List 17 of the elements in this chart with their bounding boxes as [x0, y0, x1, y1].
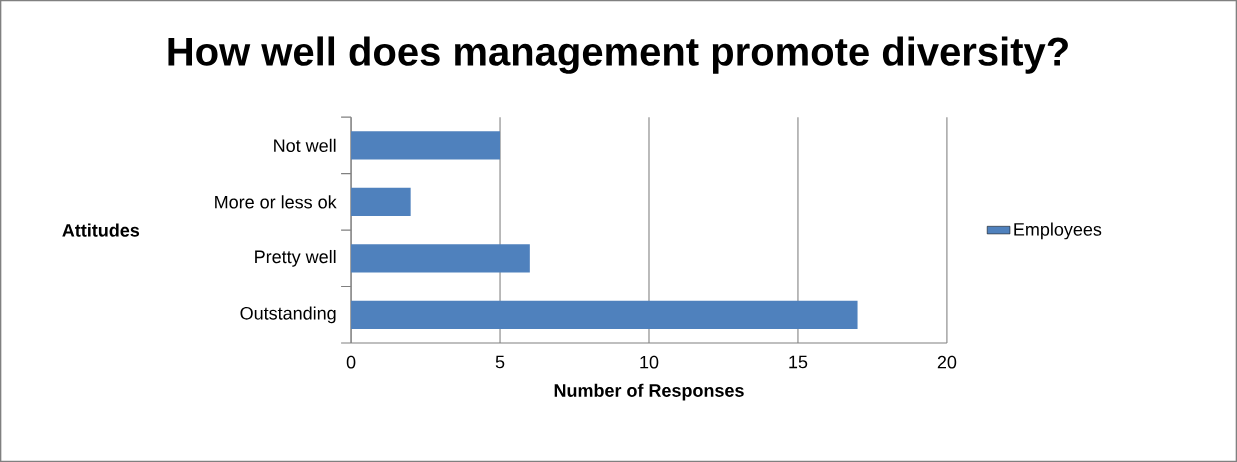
- x-tick-label: 20: [937, 355, 957, 369]
- y-tick-label: Outstanding: [240, 306, 336, 324]
- x-tick-label: 0: [346, 355, 356, 369]
- bar: [351, 131, 501, 160]
- x-axis-title: Number of Responses: [554, 383, 744, 401]
- y-axis-title: Attitudes: [62, 223, 140, 237]
- x-tick-label: 5: [495, 355, 505, 369]
- bar: [351, 187, 411, 216]
- x-tick-label: 10: [640, 355, 659, 369]
- bar: [351, 244, 530, 273]
- bar: [351, 300, 858, 329]
- y-tick-label: Pretty well: [255, 249, 336, 267]
- chart-title: How well does management promote diversity?: [168, 36, 1068, 74]
- y-tick-label: Not well: [274, 138, 336, 152]
- legend-label: Employees: [1014, 222, 1102, 240]
- x-tick-label: 15: [789, 355, 808, 369]
- y-tick-label: More or less ok: [215, 195, 337, 209]
